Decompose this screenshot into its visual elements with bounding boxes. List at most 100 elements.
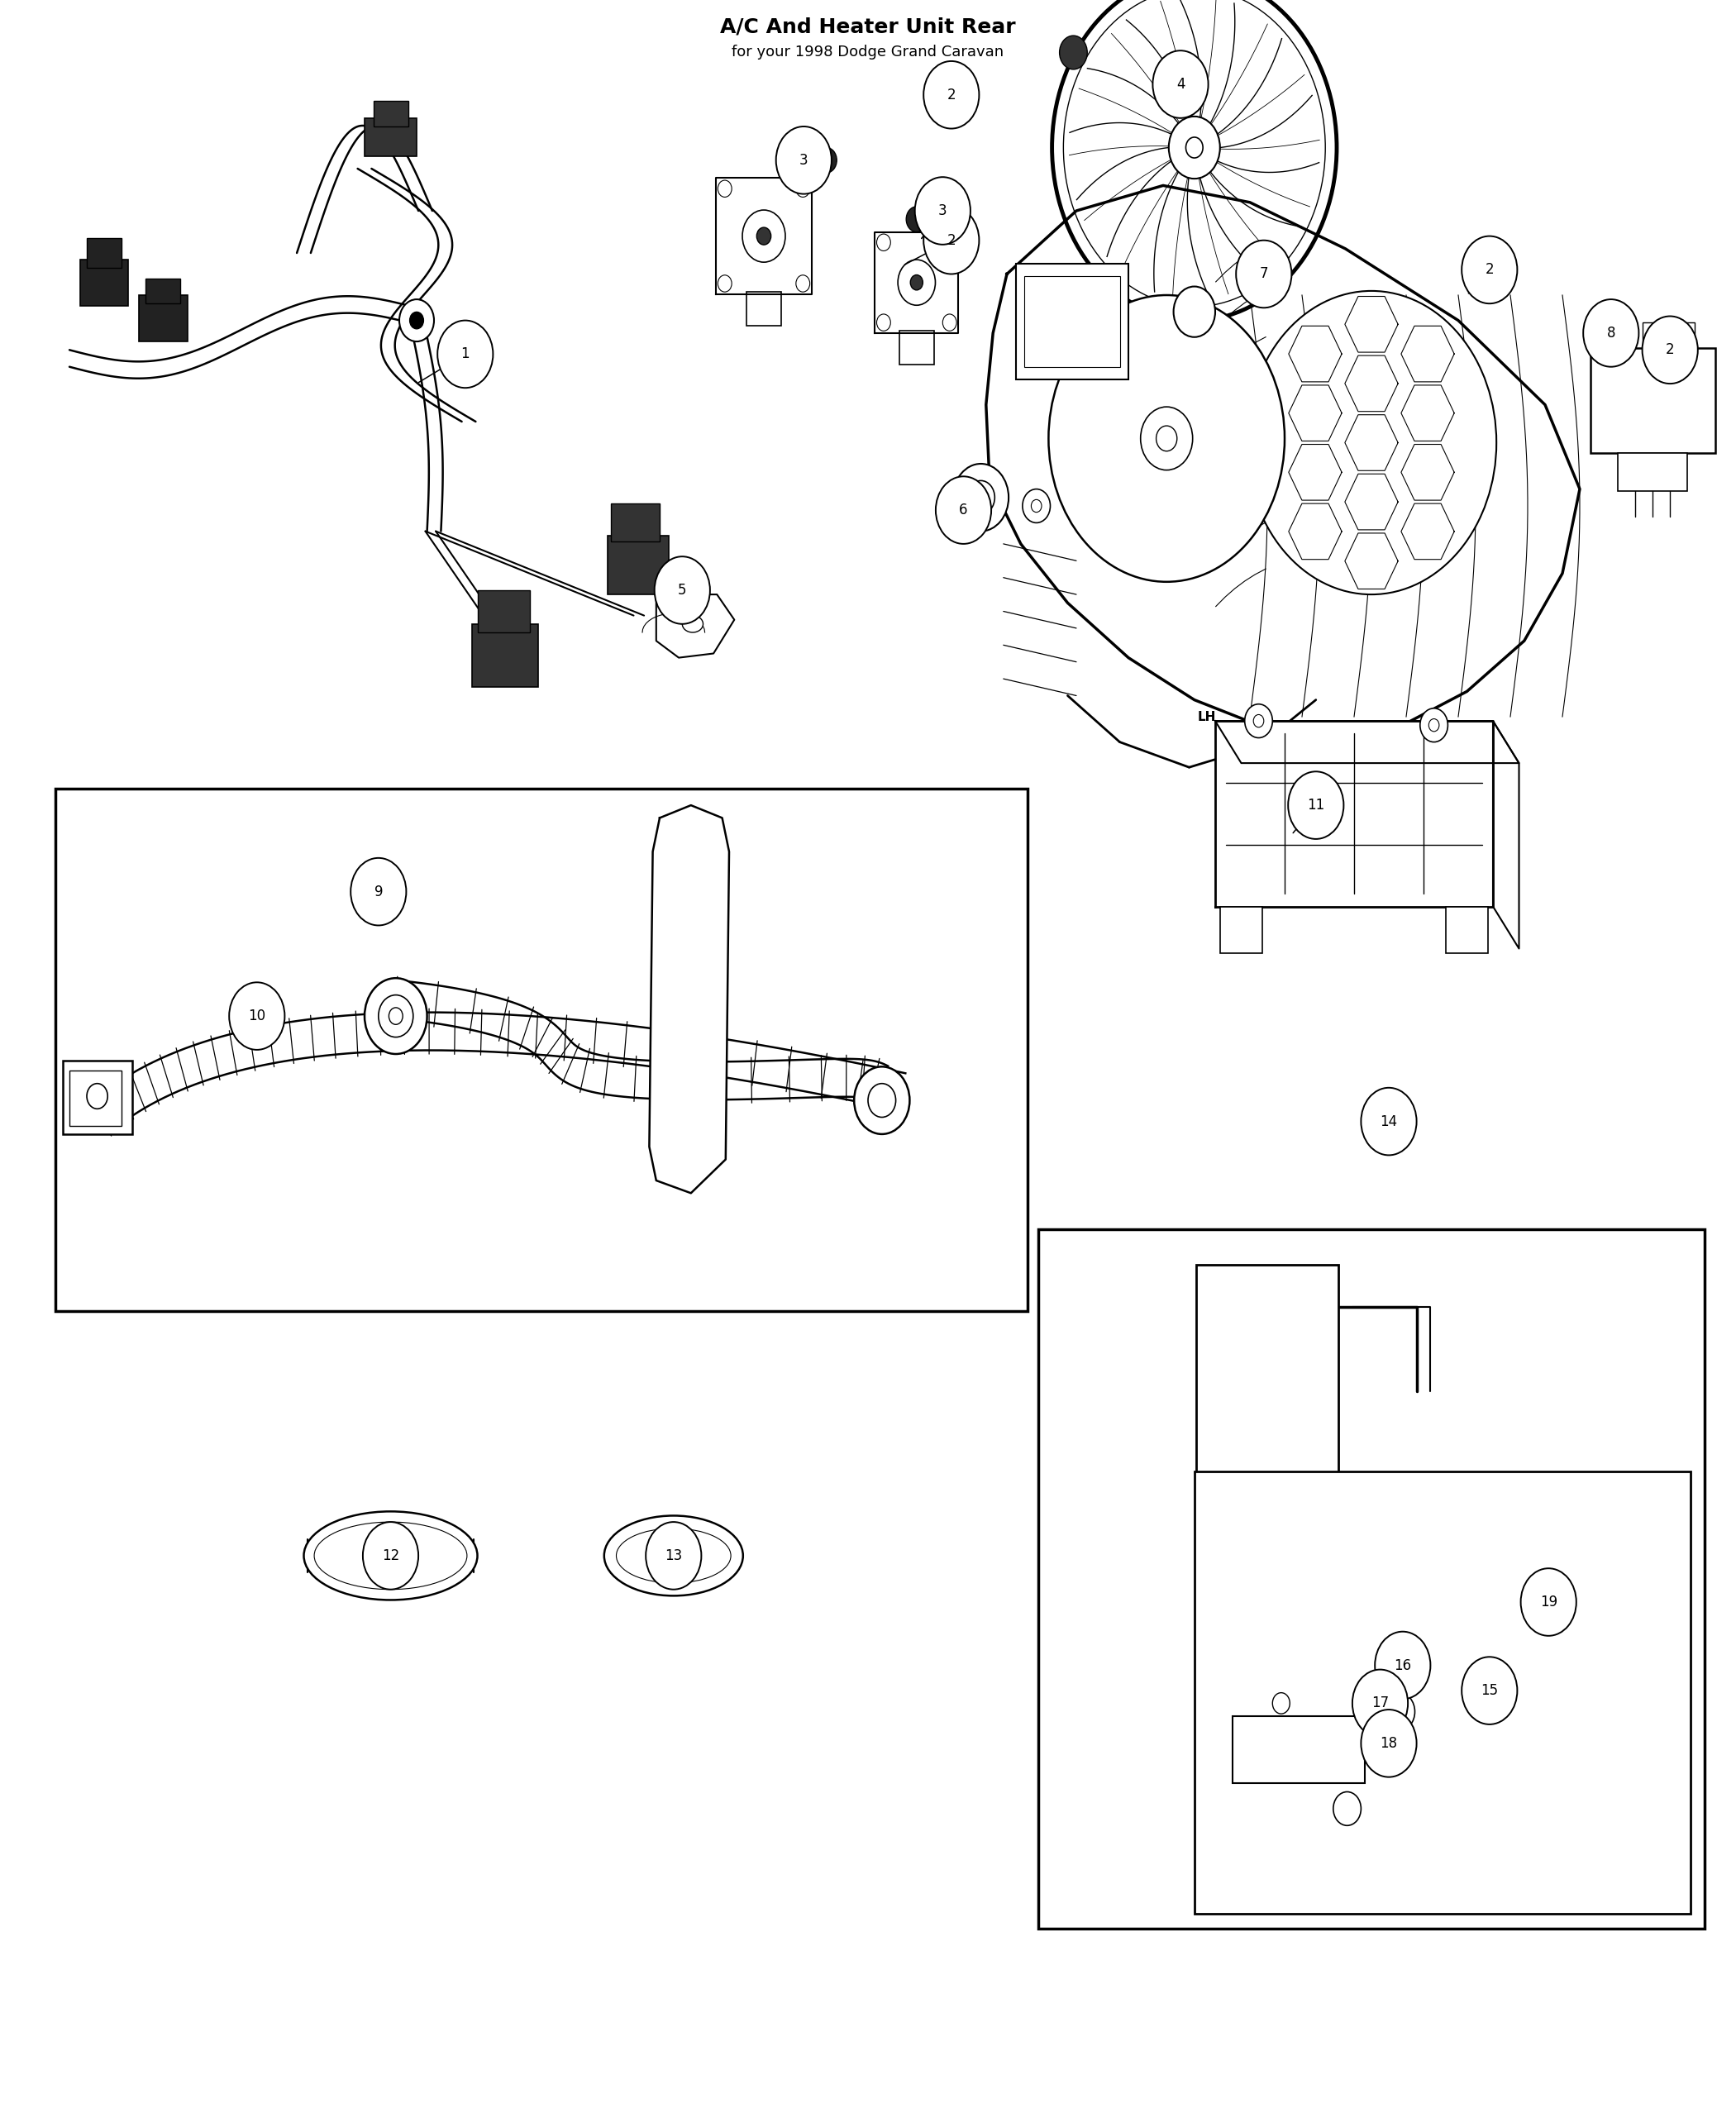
Circle shape (1642, 316, 1698, 384)
FancyBboxPatch shape (1446, 906, 1488, 953)
Polygon shape (715, 179, 812, 293)
Circle shape (1462, 1657, 1517, 1724)
Circle shape (877, 234, 891, 251)
Circle shape (943, 234, 957, 251)
FancyBboxPatch shape (1038, 1229, 1705, 1929)
Circle shape (1168, 116, 1220, 179)
FancyBboxPatch shape (80, 259, 128, 306)
Circle shape (410, 312, 424, 329)
Circle shape (967, 481, 995, 514)
Circle shape (229, 982, 285, 1050)
Ellipse shape (604, 1516, 743, 1596)
Circle shape (1156, 426, 1177, 451)
Text: A/C And Heater Unit Rear: A/C And Heater Unit Rear (720, 17, 1016, 36)
Circle shape (1245, 704, 1272, 738)
Text: 6: 6 (958, 502, 969, 519)
FancyBboxPatch shape (1196, 1265, 1338, 1686)
Circle shape (1064, 0, 1325, 306)
Circle shape (1384, 1693, 1415, 1731)
Text: 11: 11 (1307, 797, 1325, 814)
Circle shape (437, 320, 493, 388)
FancyBboxPatch shape (139, 295, 187, 341)
Text: 16: 16 (1394, 1657, 1411, 1674)
Circle shape (1059, 36, 1087, 70)
FancyBboxPatch shape (87, 238, 122, 268)
Ellipse shape (682, 616, 703, 632)
Circle shape (1052, 0, 1337, 320)
Text: 3: 3 (799, 152, 809, 169)
Ellipse shape (314, 1522, 467, 1589)
Text: 8: 8 (1608, 325, 1616, 341)
Circle shape (1174, 287, 1215, 337)
Circle shape (646, 1522, 701, 1589)
Polygon shape (986, 186, 1580, 738)
Text: 15: 15 (1481, 1682, 1498, 1699)
Circle shape (363, 1522, 418, 1589)
Circle shape (1420, 708, 1448, 742)
Text: 4: 4 (1177, 76, 1184, 93)
Text: 18: 18 (1380, 1735, 1397, 1752)
FancyBboxPatch shape (1194, 1471, 1691, 1914)
Circle shape (757, 228, 771, 245)
FancyBboxPatch shape (477, 590, 529, 632)
Text: 9: 9 (375, 883, 382, 900)
Circle shape (1141, 407, 1193, 470)
Circle shape (877, 314, 891, 331)
Circle shape (1246, 291, 1496, 594)
FancyBboxPatch shape (746, 291, 781, 325)
Circle shape (906, 207, 927, 232)
Text: 2: 2 (1665, 341, 1675, 358)
Circle shape (915, 177, 970, 245)
Circle shape (719, 181, 733, 196)
FancyBboxPatch shape (1024, 276, 1120, 367)
Circle shape (924, 61, 979, 129)
Circle shape (378, 995, 413, 1037)
Circle shape (399, 299, 434, 341)
Circle shape (1288, 772, 1344, 839)
Polygon shape (1493, 721, 1519, 949)
FancyBboxPatch shape (146, 278, 181, 304)
Circle shape (1521, 1568, 1576, 1636)
Circle shape (1352, 1670, 1408, 1737)
Circle shape (365, 978, 427, 1054)
FancyBboxPatch shape (56, 788, 1028, 1311)
Circle shape (976, 491, 986, 504)
Circle shape (776, 126, 832, 194)
Text: 12: 12 (382, 1547, 399, 1564)
Circle shape (719, 274, 733, 291)
Circle shape (1333, 1792, 1361, 1826)
Text: 3: 3 (937, 202, 948, 219)
Circle shape (351, 858, 406, 925)
FancyBboxPatch shape (472, 624, 538, 687)
Circle shape (854, 1067, 910, 1134)
Circle shape (795, 181, 809, 196)
FancyBboxPatch shape (899, 331, 934, 365)
Circle shape (1462, 236, 1517, 304)
FancyBboxPatch shape (1233, 1716, 1364, 1783)
Circle shape (868, 1084, 896, 1117)
Circle shape (898, 259, 936, 306)
Circle shape (795, 274, 809, 291)
FancyBboxPatch shape (1611, 323, 1632, 348)
Text: LH: LH (1198, 710, 1215, 723)
Text: 5: 5 (677, 582, 687, 599)
Text: 17: 17 (1371, 1695, 1389, 1712)
Text: for your 1998 Dodge Grand Caravan: for your 1998 Dodge Grand Caravan (733, 44, 1003, 59)
Ellipse shape (304, 1511, 477, 1600)
Circle shape (1375, 1632, 1430, 1699)
Circle shape (1186, 137, 1203, 158)
Circle shape (943, 314, 957, 331)
Text: 2: 2 (1484, 261, 1495, 278)
Circle shape (1253, 715, 1264, 727)
FancyBboxPatch shape (608, 535, 668, 594)
Circle shape (87, 1084, 108, 1109)
Polygon shape (1215, 721, 1519, 763)
Polygon shape (1215, 721, 1493, 906)
Circle shape (910, 274, 924, 291)
Circle shape (389, 1008, 403, 1024)
FancyBboxPatch shape (365, 118, 417, 156)
Text: 2: 2 (946, 232, 957, 249)
Circle shape (1049, 295, 1285, 582)
Text: 1: 1 (460, 346, 470, 363)
FancyBboxPatch shape (611, 504, 660, 542)
